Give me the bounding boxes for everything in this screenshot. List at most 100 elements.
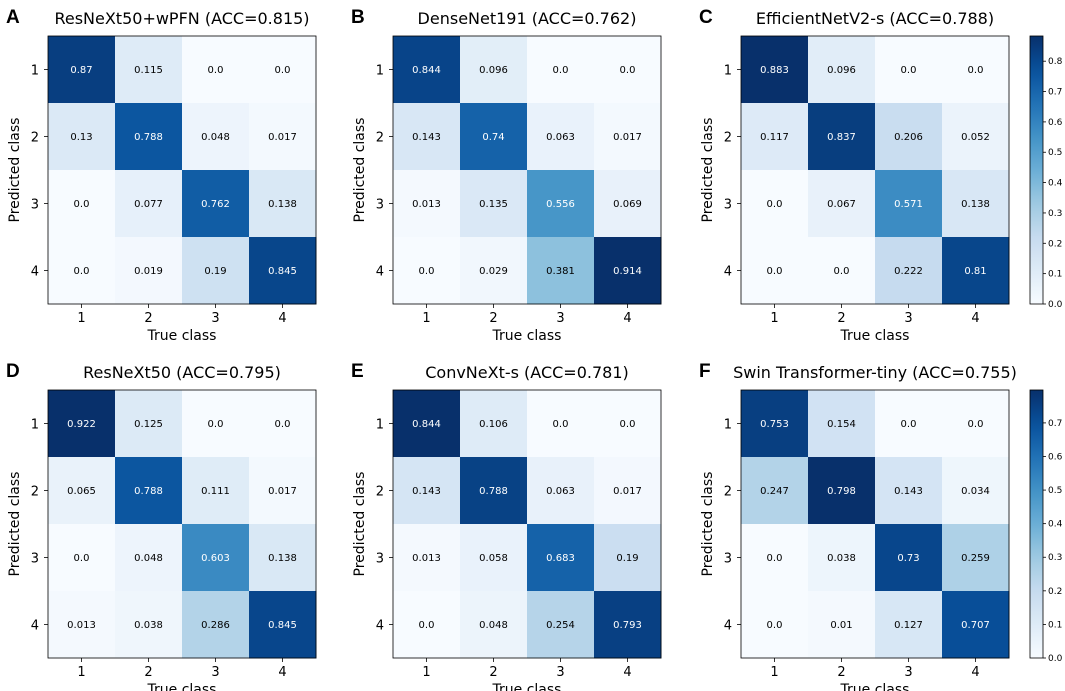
panel-letter: C — [699, 7, 713, 28]
colorbar-tick-label: 0.1 — [1048, 270, 1062, 280]
heatmap-cell — [942, 591, 1010, 659]
y-axis-label: Predicted class — [7, 472, 23, 577]
heatmap-cell — [48, 103, 116, 171]
cell-value-label: 0.048 — [134, 553, 163, 564]
heatmap-cell — [527, 457, 595, 525]
x-tick-label: 4 — [278, 665, 286, 680]
y-tick-label: 4 — [31, 619, 39, 634]
y-tick-label: 4 — [724, 265, 732, 280]
cell-value-label: 0.067 — [827, 199, 856, 210]
x-tick-label: 1 — [770, 311, 778, 326]
heatmap-cell — [48, 591, 116, 659]
cell-value-label: 0.19 — [616, 553, 638, 564]
heatmap-cell — [115, 390, 183, 458]
heatmap-cell — [182, 36, 250, 104]
heatmap-cell — [741, 36, 809, 104]
panel-letter: D — [6, 361, 20, 382]
cell-value-label: 0.571 — [894, 199, 923, 210]
cell-value-label: 0.038 — [134, 620, 163, 631]
cell-value-label: 0.017 — [613, 486, 642, 497]
cell-value-label: 0.013 — [67, 620, 96, 631]
heatmap-cell — [115, 237, 183, 305]
heatmap-cell — [393, 524, 461, 592]
heatmap-cell — [527, 237, 595, 305]
y-tick-label: 2 — [376, 131, 384, 146]
heatmap-cell — [741, 591, 809, 659]
heatmap-cell — [875, 591, 943, 659]
panel-title: ConvNeXt-s (ACC=0.781) — [425, 363, 629, 382]
heatmap-cell — [182, 170, 250, 238]
heatmap-cell — [115, 524, 183, 592]
heatmap-cell — [249, 591, 317, 659]
cell-value-label: 0.0 — [834, 266, 850, 277]
heatmap-cell — [875, 103, 943, 171]
heatmap-cell — [741, 390, 809, 458]
heatmap-cell — [942, 170, 1010, 238]
heatmap-cell — [594, 390, 662, 458]
heatmap-cell — [393, 36, 461, 104]
heatmap-cell — [808, 457, 876, 525]
y-tick-label: 1 — [31, 418, 39, 433]
heatmap-cell — [115, 591, 183, 659]
heatmap-cell — [527, 170, 595, 238]
heatmap-cell — [115, 170, 183, 238]
x-tick-label: 4 — [971, 311, 979, 326]
cell-value-label: 0.143 — [894, 486, 923, 497]
x-axis-label: True class — [840, 682, 910, 691]
cell-value-label: 0.0 — [74, 199, 90, 210]
heatmap-cell — [741, 170, 809, 238]
y-tick-label: 3 — [31, 552, 39, 567]
cell-value-label: 0.0 — [767, 266, 783, 277]
panel-d: D ResNeXt50 (ACC=0.795) 0.922 0.125 0.0 0.0 0.… — [6, 361, 317, 691]
y-tick-label: 2 — [724, 485, 732, 500]
heatmap-cell — [808, 36, 876, 104]
cell-value-label: 0.753 — [760, 419, 789, 430]
colorbar-tick-label: 0.6 — [1048, 452, 1063, 462]
cell-value-label: 0.0 — [767, 620, 783, 631]
heatmap-cell — [182, 457, 250, 525]
cell-value-label: 0.259 — [961, 553, 990, 564]
heatmap-cell — [115, 36, 183, 104]
x-axis-label: True class — [492, 328, 562, 344]
heatmap-cell — [808, 390, 876, 458]
x-tick-label: 3 — [556, 665, 564, 680]
cell-value-label: 0.683 — [546, 553, 575, 564]
y-tick-label: 3 — [376, 552, 384, 567]
x-tick-label: 2 — [837, 665, 845, 680]
cell-value-label: 0.788 — [134, 486, 163, 497]
cell-value-label: 0.81 — [964, 266, 986, 277]
panel-title: DenseNet191 (ACC=0.762) — [418, 9, 637, 28]
heatmap-cell — [527, 524, 595, 592]
x-tick-label: 3 — [904, 665, 912, 680]
heatmap-cell — [808, 524, 876, 592]
heatmap-cell — [460, 591, 528, 659]
heatmap-cell — [808, 591, 876, 659]
heatmap-cell — [527, 36, 595, 104]
x-axis-label: True class — [147, 682, 217, 691]
heatmap-cell — [48, 237, 116, 305]
x-tick-label: 1 — [77, 665, 85, 680]
colorbar — [1029, 389, 1044, 659]
cell-value-label: 0.845 — [268, 620, 297, 631]
cell-value-label: 0.13 — [70, 132, 92, 143]
heatmap-cell — [48, 524, 116, 592]
x-tick-label: 2 — [489, 311, 497, 326]
y-axis-label: Predicted class — [700, 118, 716, 223]
heatmap-cell — [594, 36, 662, 104]
cell-value-label: 0.063 — [546, 132, 575, 143]
x-tick-label: 4 — [971, 665, 979, 680]
heatmap-cell — [460, 457, 528, 525]
x-tick-label: 1 — [770, 665, 778, 680]
cell-value-label: 0.603 — [201, 553, 230, 564]
colorbar-tick-label: 0.1 — [1048, 620, 1062, 630]
plot-frame — [47, 389, 317, 659]
panel-letter: F — [699, 361, 711, 382]
cell-value-label: 0.87 — [70, 65, 92, 76]
heatmap-cell — [527, 591, 595, 659]
cell-value-label: 0.73 — [897, 553, 919, 564]
cell-value-label: 0.0 — [968, 419, 984, 430]
y-tick-label: 4 — [31, 265, 39, 280]
heatmap-cell — [393, 457, 461, 525]
colorbar-tick-label: 0.4 — [1048, 520, 1063, 530]
plot-frame — [392, 35, 662, 305]
